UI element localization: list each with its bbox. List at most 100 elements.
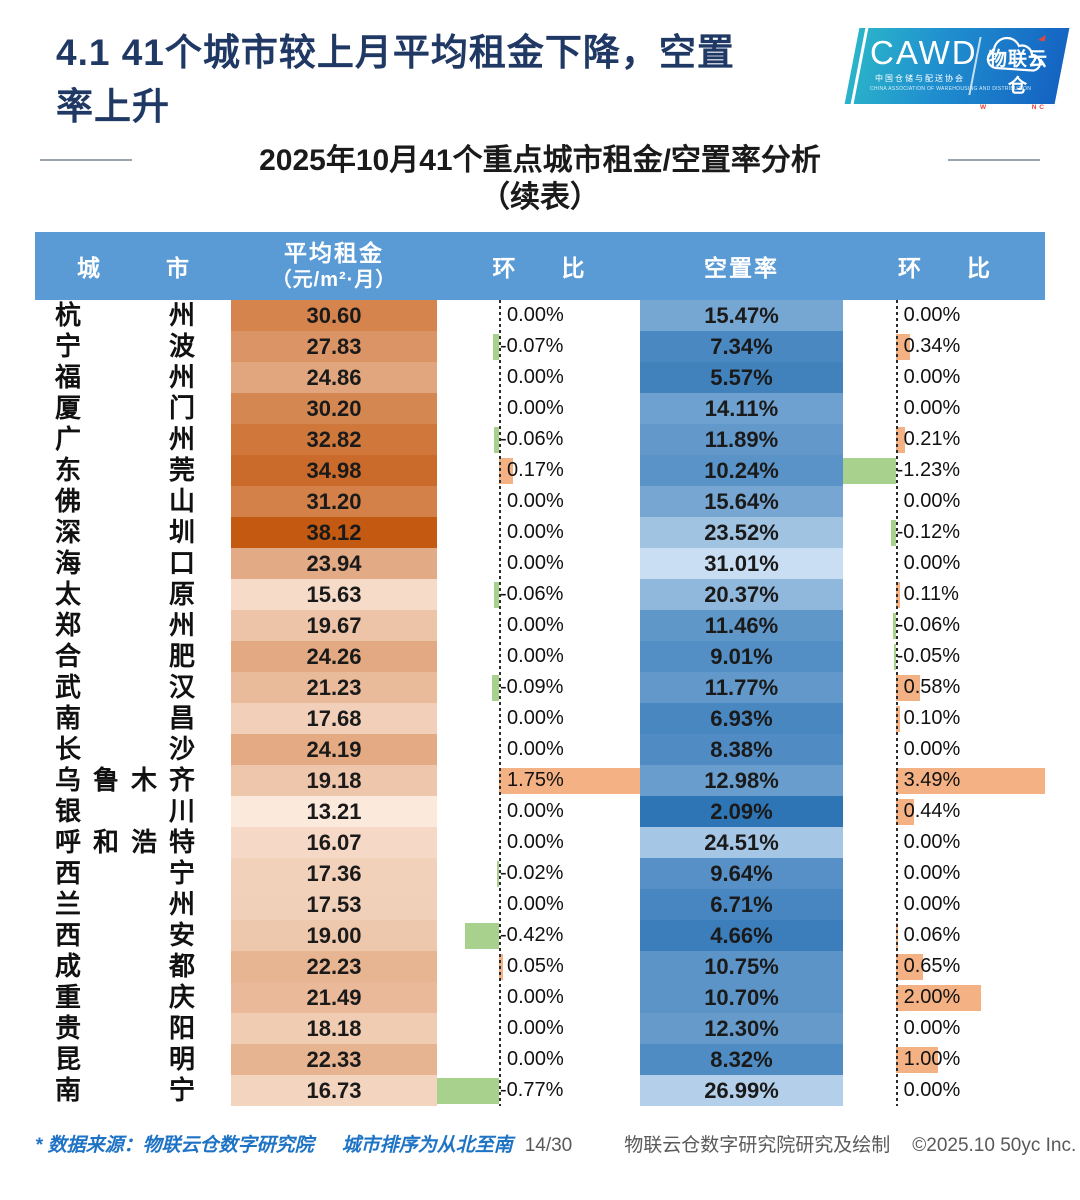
city-name: 海口 bbox=[55, 548, 195, 578]
city-cell: 宁波 bbox=[35, 331, 231, 362]
rent-mom-bar bbox=[493, 333, 499, 360]
city-cell: 太原 bbox=[35, 579, 231, 610]
rent-cell: 32.82 bbox=[231, 424, 437, 455]
rent-mom-value: 0.00% bbox=[507, 800, 564, 822]
rent-mom-value: 0.17% bbox=[507, 459, 564, 481]
rent-cell: 17.36 bbox=[231, 858, 437, 889]
rent-cell: 19.18 bbox=[231, 765, 437, 796]
vacancy-mom-value: 0.00% bbox=[903, 862, 961, 884]
city-cell: 佛山 bbox=[35, 486, 231, 517]
rent-mom-cell: 0.00% bbox=[437, 610, 640, 641]
rent-mom-cell: 0.00% bbox=[437, 889, 640, 920]
vacancy-mom-bar bbox=[893, 612, 896, 639]
city-name: 佛山 bbox=[55, 486, 195, 516]
table-row: 太原 15.63 -0.06% 20.37% 0.11% bbox=[35, 579, 1045, 610]
rent-cell: 24.26 bbox=[231, 641, 437, 672]
rent-mom-bar bbox=[497, 860, 500, 887]
rent-mom-cell: -0.42% bbox=[437, 920, 640, 951]
city-name: 西宁 bbox=[55, 858, 195, 888]
vacancy-mom-cell: 0.00% bbox=[843, 300, 1045, 331]
city-cell: 南昌 bbox=[35, 703, 231, 734]
table-row: 呼和浩特 16.07 0.00% 24.51% 0.00% bbox=[35, 827, 1045, 858]
vacancy-cell: 10.70% bbox=[640, 982, 843, 1013]
page-title-line2: 率上升 bbox=[56, 86, 170, 127]
rent-mom-bar bbox=[499, 953, 504, 980]
vacancy-mom-value: -0.12% bbox=[896, 521, 960, 543]
rent-mom-bar bbox=[494, 581, 500, 608]
vacancy-mom-bar bbox=[895, 426, 905, 453]
city-name: 宁波 bbox=[55, 331, 195, 361]
city-cell: 昆明 bbox=[35, 1044, 231, 1075]
brand-tagline: WAREHOUSE IN CLOUD bbox=[980, 104, 1065, 111]
table-row: 郑州 19.67 0.00% 11.46% -0.06% bbox=[35, 610, 1045, 641]
rent-mom-value: 0.00% bbox=[507, 521, 564, 543]
vacancy-mom-cell: 0.00% bbox=[843, 1075, 1045, 1106]
table-title: 2025年10月41个重点城市租金/空置率分析 （续表） bbox=[0, 142, 1080, 216]
vacancy-cell: 12.98% bbox=[640, 765, 843, 796]
vacancy-mom-bar bbox=[895, 1046, 939, 1073]
title-rule-right bbox=[948, 159, 1040, 161]
rent-mom-value: 0.00% bbox=[507, 397, 564, 419]
vacancy-mom-value: 2.00% bbox=[903, 986, 961, 1008]
vacancy-mom-cell: 0.65% bbox=[843, 951, 1045, 982]
vacancy-mom-cell: 3.49% bbox=[843, 765, 1045, 796]
vacancy-mom-value: 0.11% bbox=[903, 583, 959, 605]
rent-mom-cell: 1.75% bbox=[437, 765, 640, 796]
vacancy-mom-cell: 0.10% bbox=[843, 703, 1045, 734]
rent-mom-cell: 0.00% bbox=[437, 796, 640, 827]
rent-mom-value: 0.00% bbox=[507, 490, 564, 512]
logo-arrow-icon bbox=[1038, 35, 1046, 42]
rent-cell: 38.12 bbox=[231, 517, 437, 548]
rent-mom-cell: 0.00% bbox=[437, 1013, 640, 1044]
vacancy-cell: 24.51% bbox=[640, 827, 843, 858]
rent-cell: 24.19 bbox=[231, 734, 437, 765]
rent-mom-cell: 0.05% bbox=[437, 951, 640, 982]
table-row: 西安 19.00 -0.42% 4.66% 0.06% bbox=[35, 920, 1045, 951]
city-cell: 杭州 bbox=[35, 300, 231, 331]
rent-cell: 27.83 bbox=[231, 331, 437, 362]
rent-mom-bar bbox=[437, 1077, 500, 1104]
vacancy-cell: 2.09% bbox=[640, 796, 843, 827]
vacancy-mom-bar bbox=[895, 581, 901, 608]
vacancy-mom-value: 0.00% bbox=[903, 738, 961, 760]
brand-logo: 物联云仓 WAREHOUSE IN CLOUD bbox=[980, 32, 1065, 111]
vacancy-mom-value: 0.06% bbox=[903, 924, 961, 946]
vacancy-mom-cell: 0.44% bbox=[843, 796, 1045, 827]
cawd-wordmark: CAWD bbox=[870, 34, 978, 71]
header-rent-mom: 环比 bbox=[492, 255, 585, 281]
vacancy-mom-cell: -0.06% bbox=[843, 610, 1045, 641]
rent-mom-bar bbox=[494, 426, 500, 453]
vacancy-mom-bar bbox=[895, 767, 1045, 794]
city-name: 东莞 bbox=[55, 455, 195, 485]
page-title-line1: 4.1 41个城市较上月平均租金下降，空置 bbox=[56, 32, 735, 73]
vacancy-cell: 6.93% bbox=[640, 703, 843, 734]
rent-cell: 34.98 bbox=[231, 455, 437, 486]
table-title-line2: （续表） bbox=[480, 181, 600, 214]
vacancy-mom-cell: -0.05% bbox=[843, 641, 1045, 672]
vacancy-mom-cell: 0.00% bbox=[843, 548, 1045, 579]
vacancy-mom-bar bbox=[843, 457, 896, 484]
vacancy-mom-bar bbox=[895, 984, 982, 1011]
rent-mom-value: 1.75% bbox=[507, 769, 564, 791]
table-row: 南宁 16.73 -0.77% 26.99% 0.00% bbox=[35, 1075, 1045, 1106]
vacancy-mom-cell: 0.00% bbox=[843, 858, 1045, 889]
vacancy-cell: 10.24% bbox=[640, 455, 843, 486]
vacancy-mom-cell: 0.00% bbox=[843, 393, 1045, 424]
rent-cell: 21.23 bbox=[231, 672, 437, 703]
cawd-chinese-name: 中国仓储与配送协会 bbox=[875, 74, 965, 83]
table-title-line1: 2025年10月41个重点城市租金/空置率分析 bbox=[259, 144, 821, 177]
vacancy-cell: 20.37% bbox=[640, 579, 843, 610]
rent-mom-value: 0.00% bbox=[507, 1017, 564, 1039]
city-name: 银川 bbox=[55, 796, 195, 826]
data-source-note: * 数据来源：物联云仓数字研究院 bbox=[35, 1135, 314, 1156]
rent-cell: 16.07 bbox=[231, 827, 437, 858]
city-name: 乌鲁木齐 bbox=[55, 765, 195, 795]
page-number: 14/30 bbox=[524, 1135, 573, 1156]
vacancy-mom-cell: 0.06% bbox=[843, 920, 1045, 951]
vacancy-cell: 7.34% bbox=[640, 331, 843, 362]
city-cell: 东莞 bbox=[35, 455, 231, 486]
vacancy-cell: 10.75% bbox=[640, 951, 843, 982]
vacancy-cell: 15.47% bbox=[640, 300, 843, 331]
rent-mom-axis bbox=[499, 300, 502, 1106]
rent-mom-value: 0.00% bbox=[507, 645, 564, 667]
